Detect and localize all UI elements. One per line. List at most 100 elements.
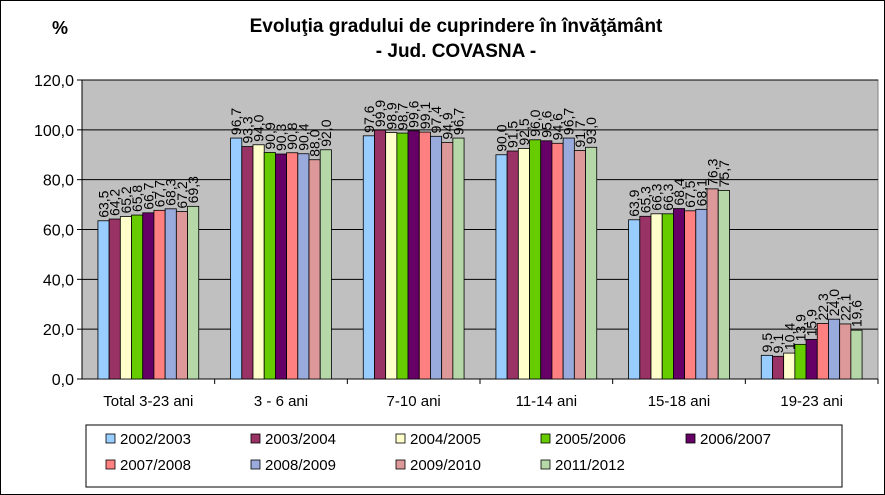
bar (517, 148, 530, 380)
bar (430, 135, 443, 380)
legend-entry: 2007/2008 (120, 457, 191, 474)
data-label: 22,3 (815, 293, 831, 320)
data-label: 65,2 (118, 186, 134, 213)
data-label: 94,9 (439, 112, 455, 139)
bar (131, 214, 144, 380)
data-label: 96,7 (228, 108, 244, 135)
legend-entry: 2005/2006 (555, 431, 626, 448)
bar (175, 211, 188, 380)
y-tick-label: 120,0 (34, 73, 74, 90)
bar (452, 137, 465, 380)
bar (506, 150, 519, 380)
data-label: 90,4 (295, 123, 311, 150)
legend-swatch (250, 433, 261, 444)
bar (661, 213, 674, 380)
data-label: 90,3 (273, 124, 289, 151)
data-label: 63,9 (626, 189, 642, 216)
bar (695, 208, 708, 380)
bar (839, 323, 852, 380)
bar (274, 153, 287, 380)
bar (551, 142, 564, 380)
data-label: 90,0 (494, 124, 510, 151)
data-label: 67,7 (152, 180, 168, 207)
data-label: 88,0 (307, 129, 323, 156)
data-label: 76,3 (705, 158, 721, 185)
bar (164, 208, 177, 380)
data-label: 94,0 (251, 114, 267, 141)
bar (828, 318, 841, 380)
legend-entry: 2008/2009 (265, 457, 336, 474)
bar (362, 135, 375, 380)
bar (142, 212, 155, 380)
y-tick-label: 60,0 (43, 223, 74, 240)
data-label: 66,3 (660, 183, 676, 210)
data-label: 97,4 (428, 106, 444, 133)
data-label: 10,4 (781, 323, 797, 350)
data-label: 93,0 (583, 117, 599, 144)
bar (187, 205, 200, 380)
data-label: 99,1 (417, 102, 433, 129)
y-tick-label: 80,0 (43, 173, 74, 190)
y-tick-label: 0,0 (52, 372, 74, 389)
data-label: 68,3 (163, 178, 179, 205)
category-label: Total 3-23 ani (103, 393, 193, 410)
data-label: 75,7 (716, 160, 732, 187)
bar (760, 354, 773, 380)
data-label: 64,2 (107, 189, 123, 216)
category-label: 19-23 ani (780, 393, 843, 410)
bar (805, 338, 818, 380)
data-label: 95,6 (538, 110, 554, 137)
data-label: 9,5 (759, 333, 775, 353)
data-label: 91,7 (572, 120, 588, 147)
chart-title: Evoluţia gradului de cuprindere în învăţ… (250, 16, 663, 37)
bar (717, 189, 730, 380)
y-tick-label: 40,0 (43, 272, 74, 289)
data-label: 67,2 (174, 181, 190, 208)
bar (319, 149, 332, 380)
data-label: 69,3 (185, 176, 201, 203)
data-label: 92,0 (318, 119, 334, 146)
bar (97, 220, 110, 380)
data-label: 66,3 (649, 183, 665, 210)
data-label: 13,9 (792, 314, 808, 341)
bar (585, 146, 598, 380)
legend-swatch (250, 459, 261, 470)
y-axis-label: % (52, 18, 68, 38)
category-label: 15-18 ani (648, 393, 711, 410)
bar (850, 329, 863, 380)
legend-entry: 2009/2010 (410, 457, 481, 474)
legend-swatch (540, 459, 551, 470)
bar (816, 323, 829, 380)
y-tick-label: 100,0 (34, 123, 74, 140)
bar (706, 188, 719, 380)
data-label: 92,5 (516, 118, 532, 145)
legend-entry: 2002/2003 (120, 431, 191, 448)
data-label: 94,6 (550, 113, 566, 140)
bar (241, 146, 254, 380)
data-label: 67,5 (682, 180, 698, 207)
data-label: 68,1 (693, 179, 709, 206)
data-label: 24,0 (826, 289, 842, 316)
bar (495, 154, 508, 380)
bar (308, 159, 321, 380)
data-label: 93,3 (239, 116, 255, 143)
bar (252, 144, 265, 380)
data-label: 98,7 (394, 103, 410, 130)
bar (772, 355, 785, 380)
data-label: 22,1 (837, 293, 853, 320)
data-label: 65,8 (129, 185, 145, 212)
category-label: 11-14 ani (516, 393, 577, 410)
data-label: 96,7 (561, 108, 577, 135)
legend-entry: 2011/2012 (555, 457, 625, 474)
category-label: 7-10 ani (387, 393, 441, 410)
bar (529, 139, 542, 380)
data-label: 19,6 (848, 300, 864, 327)
bar (263, 152, 276, 380)
data-label: 97,6 (361, 105, 377, 132)
bar (396, 132, 409, 380)
data-label: 68,4 (671, 178, 687, 205)
bar (441, 142, 454, 380)
bar (628, 219, 641, 380)
legend-swatch (395, 433, 406, 444)
